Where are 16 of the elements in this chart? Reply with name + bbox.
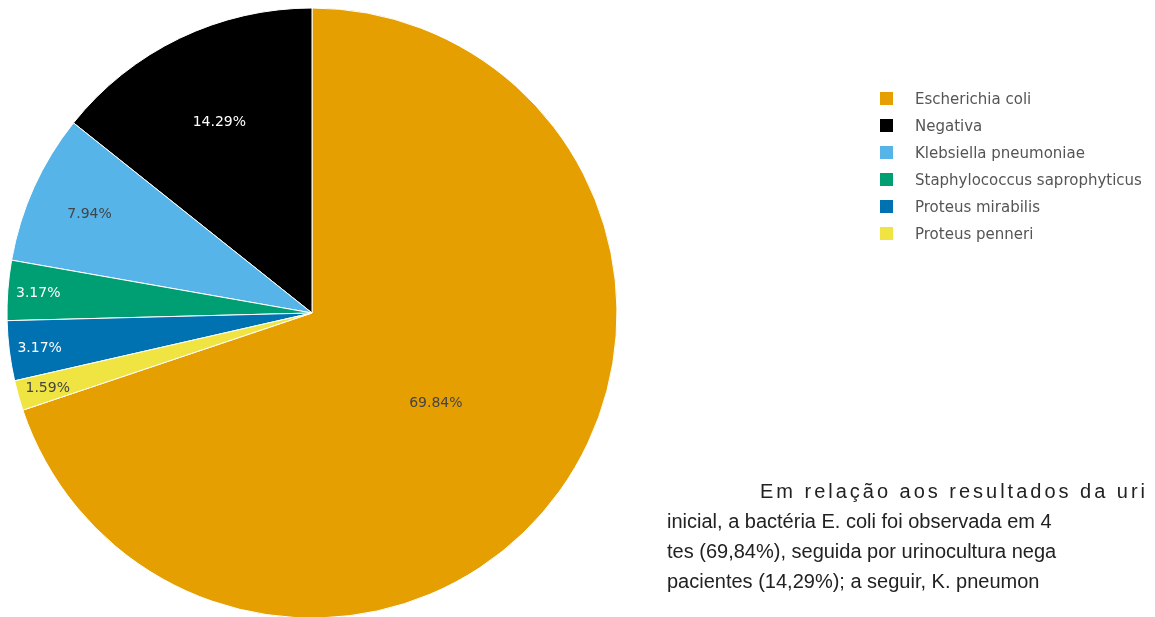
legend-label: Escherichia coli <box>915 90 1032 109</box>
text: tes (69,84%), seguida por urinocultura nega <box>667 540 1058 562</box>
legend-label: Staphylococcus saprophyticus <box>915 171 1143 190</box>
legend-label: Negativa <box>915 117 983 136</box>
text: Em relação aos resultados da uri <box>760 480 1145 502</box>
text: pacientes (14,29%); a seguir, K. pneumon <box>667 570 1040 592</box>
data-label: 3.17% <box>17 339 62 356</box>
legend-label: Klebsiella pneumoniae <box>915 144 1085 163</box>
data-label: 7.94% <box>67 204 112 221</box>
text: inicial, a bactéria E. coli foi observada em 4 <box>667 510 1052 532</box>
legend-label: Proteus penneri <box>915 225 1034 244</box>
data-label: 1.59% <box>25 379 70 396</box>
data-label: 69.84% <box>409 393 463 410</box>
legend-label: Proteus mirabilis <box>915 198 1041 217</box>
data-label: 3.17% <box>16 284 61 301</box>
data-label: 14.29% <box>192 112 247 129</box>
